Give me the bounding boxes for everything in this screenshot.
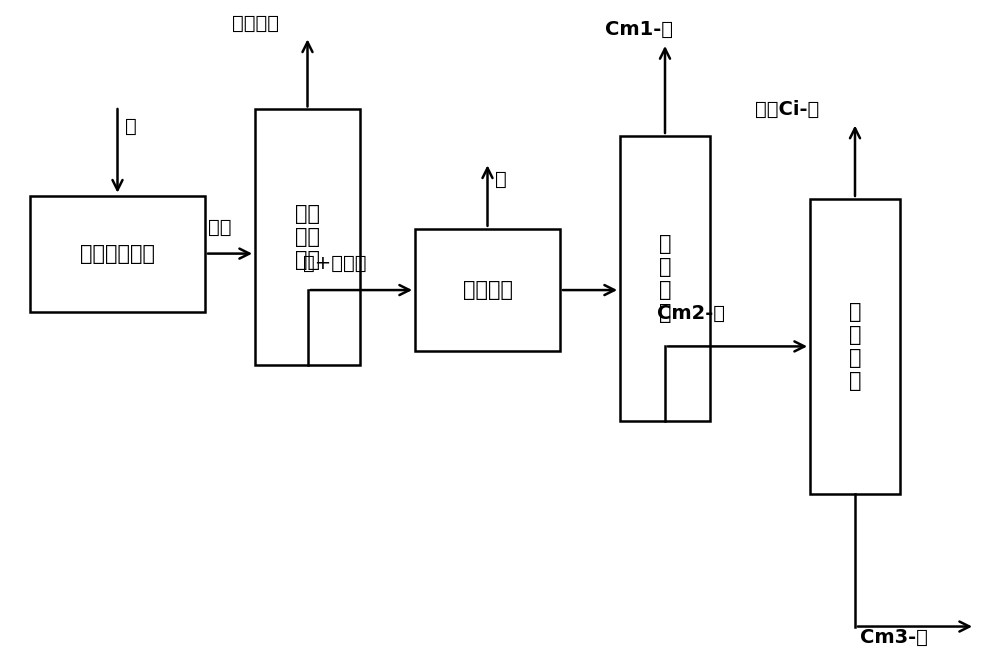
- Text: 产品Ci-蒽: 产品Ci-蒽: [755, 100, 819, 119]
- Bar: [30, 196, 205, 312]
- Text: 蒽制备烷基蒽: 蒽制备烷基蒽: [80, 243, 155, 264]
- Bar: [415, 229, 560, 351]
- Bar: [620, 136, 710, 421]
- Text: 产物: 产物: [208, 217, 232, 237]
- Text: 蒽: 蒽: [496, 170, 507, 188]
- Text: 蒽+烷基蒽: 蒽+烷基蒽: [302, 254, 366, 273]
- Text: 第
四
蒸
馏: 第 四 蒸 馏: [849, 302, 861, 391]
- Bar: [810, 199, 900, 494]
- Text: 熔融结晶: 熔融结晶: [462, 280, 512, 300]
- Text: 蒽: 蒽: [126, 117, 137, 135]
- Text: 反应溶剂: 反应溶剂: [232, 14, 280, 32]
- Text: Cm1-蒽: Cm1-蒽: [605, 21, 673, 39]
- Text: Cm3-蒽: Cm3-蒽: [860, 629, 928, 647]
- Text: 第
三
蒸
馏: 第 三 蒸 馏: [659, 233, 671, 324]
- Text: Cm2-蒽: Cm2-蒽: [657, 304, 725, 323]
- Bar: [255, 109, 360, 365]
- Text: 分离
反应
溶剂: 分离 反应 溶剂: [295, 204, 320, 271]
